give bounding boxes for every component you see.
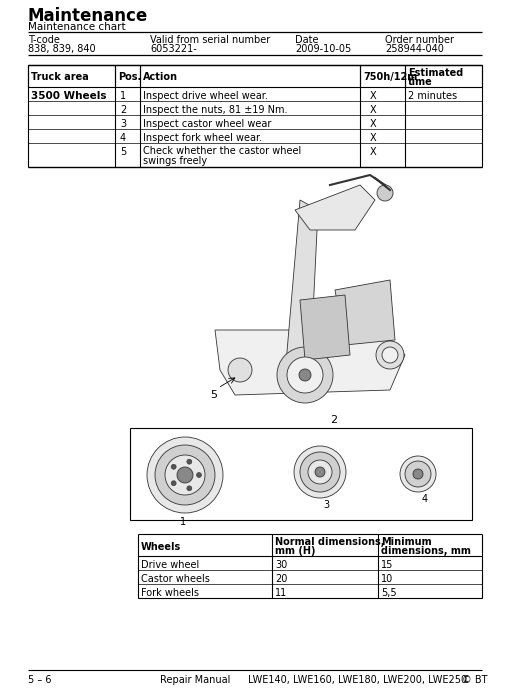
Polygon shape: [285, 200, 318, 375]
Polygon shape: [334, 280, 394, 345]
Circle shape: [412, 469, 422, 479]
Text: Inspect fork wheel wear.: Inspect fork wheel wear.: [143, 133, 262, 143]
Text: Castor wheels: Castor wheels: [140, 574, 210, 584]
Text: 5: 5: [210, 390, 216, 400]
Circle shape: [186, 486, 191, 491]
Text: Inspect drive wheel wear.: Inspect drive wheel wear.: [143, 91, 267, 101]
Circle shape: [404, 461, 430, 487]
Text: 20: 20: [274, 574, 287, 584]
Text: X: X: [369, 147, 376, 157]
Circle shape: [315, 467, 324, 477]
Circle shape: [165, 455, 205, 495]
Text: X: X: [369, 119, 376, 129]
Text: 3: 3: [322, 500, 328, 510]
Circle shape: [287, 357, 322, 393]
Text: dimensions, mm: dimensions, mm: [380, 546, 470, 556]
Polygon shape: [294, 185, 374, 230]
Text: 6053221-: 6053221-: [150, 44, 196, 54]
Text: 2: 2: [120, 105, 126, 115]
Bar: [130, 428, 471, 520]
Text: X: X: [369, 133, 376, 143]
Text: 750h/12m: 750h/12m: [362, 72, 416, 82]
Text: 838, 839, 840: 838, 839, 840: [28, 44, 96, 54]
Circle shape: [376, 185, 392, 201]
Text: mm (H): mm (H): [274, 546, 315, 556]
Text: Pos.: Pos.: [118, 72, 141, 82]
Text: 2009-10-05: 2009-10-05: [294, 44, 351, 54]
Circle shape: [399, 456, 435, 492]
Text: Date: Date: [294, 35, 318, 45]
Text: 30: 30: [274, 560, 287, 570]
Text: X: X: [369, 91, 376, 101]
Text: 15: 15: [380, 560, 392, 570]
Text: Valid from serial number: Valid from serial number: [150, 35, 270, 45]
Text: 5 – 6: 5 – 6: [28, 675, 51, 685]
Text: Repair Manual: Repair Manual: [160, 675, 230, 685]
Text: © BT: © BT: [461, 675, 487, 685]
Circle shape: [375, 341, 403, 369]
Text: 3: 3: [120, 119, 126, 129]
Text: 5,5: 5,5: [380, 588, 396, 598]
Text: T-code: T-code: [28, 35, 60, 45]
Text: Fork wheels: Fork wheels: [140, 588, 199, 598]
Circle shape: [381, 347, 397, 363]
Text: 3500 Wheels: 3500 Wheels: [31, 91, 106, 101]
Text: 2: 2: [329, 415, 336, 425]
Polygon shape: [215, 330, 404, 395]
Text: Minimum: Minimum: [380, 537, 431, 547]
Text: Inspect castor wheel wear: Inspect castor wheel wear: [143, 119, 271, 129]
Text: Wheels: Wheels: [140, 542, 181, 552]
Circle shape: [177, 467, 192, 483]
Text: 1: 1: [120, 91, 126, 101]
Circle shape: [298, 369, 310, 381]
Text: Action: Action: [143, 72, 178, 82]
Circle shape: [155, 445, 215, 505]
Text: Maintenance chart: Maintenance chart: [28, 22, 125, 32]
Circle shape: [228, 358, 251, 382]
Circle shape: [147, 437, 222, 513]
Text: Estimated: Estimated: [407, 68, 462, 78]
Polygon shape: [299, 295, 349, 360]
Text: Check whether the castor wheel: Check whether the castor wheel: [143, 146, 301, 156]
Text: 258944-040: 258944-040: [384, 44, 443, 54]
Text: 1: 1: [180, 517, 186, 527]
Circle shape: [299, 452, 340, 492]
Text: Inspect the nuts, 81 ±19 Nm.: Inspect the nuts, 81 ±19 Nm.: [143, 105, 287, 115]
Text: Drive wheel: Drive wheel: [140, 560, 199, 570]
Text: swings freely: swings freely: [143, 156, 207, 166]
Circle shape: [171, 464, 176, 469]
Text: 2 minutes: 2 minutes: [407, 91, 456, 101]
Circle shape: [293, 446, 345, 498]
Text: Normal dimensions,: Normal dimensions,: [274, 537, 384, 547]
Text: 11: 11: [274, 588, 287, 598]
Text: Maintenance: Maintenance: [28, 7, 148, 25]
Circle shape: [186, 459, 191, 464]
Text: X: X: [369, 105, 376, 115]
Circle shape: [171, 481, 176, 486]
Text: 4: 4: [421, 494, 427, 504]
Text: Order number: Order number: [384, 35, 453, 45]
Text: 5: 5: [120, 147, 126, 157]
Text: Truck area: Truck area: [31, 72, 89, 82]
Text: 10: 10: [380, 574, 392, 584]
Text: LWE140, LWE160, LWE180, LWE200, LWE250: LWE140, LWE160, LWE180, LWE200, LWE250: [247, 675, 466, 685]
Text: time: time: [407, 77, 432, 87]
Circle shape: [276, 347, 332, 403]
Circle shape: [307, 460, 331, 484]
Text: 4: 4: [120, 133, 126, 143]
Circle shape: [196, 473, 201, 477]
